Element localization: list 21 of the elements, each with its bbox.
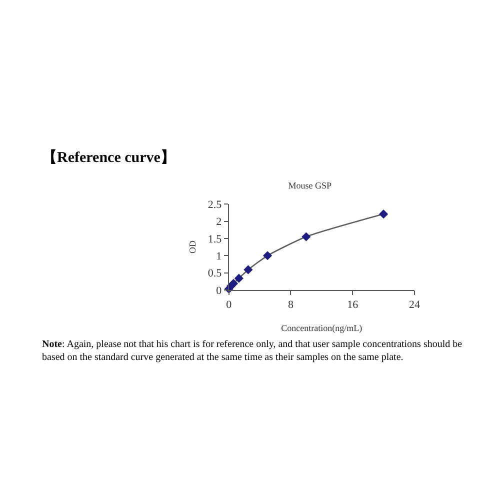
point xyxy=(228,278,238,288)
point xyxy=(234,274,244,283)
y-tick-label: 2.5 xyxy=(208,198,222,211)
text: Note: Again, please not that his chart is for reference only, and that user sample concentrations should be based on the standard curve generated at the same time as their samples on the same plate. xyxy=(42,339,463,363)
x-tick-label: 0 xyxy=(226,299,232,312)
y-tick-label: 2 xyxy=(216,216,222,228)
x-tick-label: 16 xyxy=(347,299,359,312)
y-axis-title: OD xyxy=(187,240,198,254)
chart-title: Mouse GSP xyxy=(288,180,332,191)
y-tick-label: 0 xyxy=(216,284,222,297)
y-tick-label: 1 xyxy=(216,250,222,262)
y-tick-label: 1.5 xyxy=(208,233,222,246)
x-axis-title: Concentration(ng/mL) xyxy=(281,322,362,333)
y-tick-label: 0.5 xyxy=(208,268,222,280)
point xyxy=(244,265,253,274)
point xyxy=(302,232,311,242)
x-tick-label: 8 xyxy=(288,299,294,312)
point xyxy=(262,251,272,260)
point xyxy=(378,210,388,219)
text: 【Reference curve】 xyxy=(42,149,176,166)
x-tick-label: 24 xyxy=(408,299,420,312)
